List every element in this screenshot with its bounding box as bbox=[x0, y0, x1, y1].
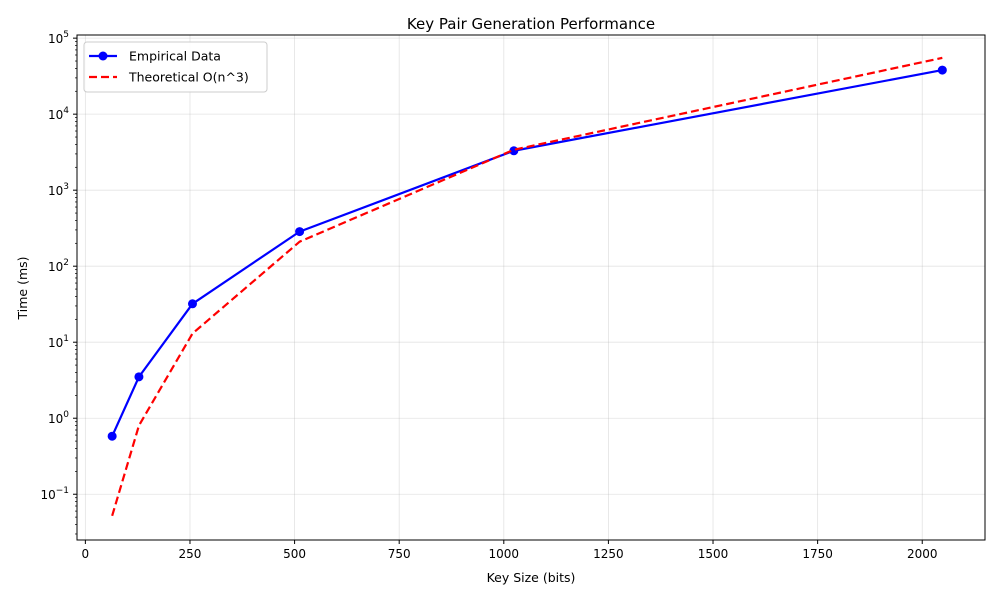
x-tick-label: 1000 bbox=[489, 547, 520, 561]
x-tick-label: 2000 bbox=[907, 547, 938, 561]
data-point bbox=[187, 299, 197, 309]
data-point bbox=[107, 431, 117, 441]
y-axis: 10−1 100 101 102 103 104 105 bbox=[40, 30, 77, 535]
x-tick-label: 1250 bbox=[593, 547, 624, 561]
data-point bbox=[937, 65, 947, 75]
y-tick-label: 103 bbox=[48, 182, 69, 198]
x-tick-label: 1750 bbox=[802, 547, 833, 561]
x-tick-label: 250 bbox=[179, 547, 202, 561]
series-line-1 bbox=[111, 56, 943, 517]
y-tick-label: 102 bbox=[48, 258, 69, 274]
legend-label: Empirical Data bbox=[129, 49, 221, 64]
x-tick-label: 500 bbox=[283, 547, 306, 561]
y-tick-label: 100 bbox=[48, 410, 69, 426]
y-tick-label: 104 bbox=[48, 106, 69, 122]
x-tick-label: 750 bbox=[388, 547, 411, 561]
series-layer bbox=[107, 56, 947, 517]
chart-title: Key Pair Generation Performance bbox=[407, 15, 655, 33]
data-point bbox=[295, 227, 305, 237]
plot-frame bbox=[76, 34, 986, 541]
series-line-0 bbox=[111, 69, 943, 437]
legend-label: Theoretical O(n^3) bbox=[128, 70, 249, 85]
legend-marker bbox=[98, 51, 108, 61]
legend-box bbox=[83, 41, 268, 93]
y-tick-label: 101 bbox=[48, 334, 69, 350]
grid bbox=[77, 35, 985, 540]
x-tick-label: 1500 bbox=[698, 547, 729, 561]
legend: Empirical Data Theoretical O(n^3) bbox=[83, 41, 268, 93]
x-axis: 0 250 500 750 1000 1250 1500 1750 2000 bbox=[82, 540, 938, 561]
x-axis-label: Key Size (bits) bbox=[487, 570, 576, 585]
y-axis-label: Time (ms) bbox=[15, 256, 30, 320]
data-point bbox=[134, 372, 144, 382]
x-tick-label: 0 bbox=[82, 547, 90, 561]
y-tick-label: 105 bbox=[48, 30, 69, 46]
y-tick-label: 10−1 bbox=[40, 486, 69, 502]
